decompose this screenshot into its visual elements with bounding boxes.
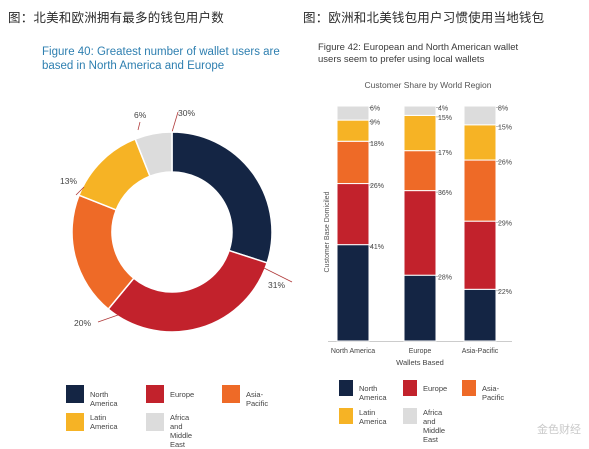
donut-chart: 30% 31% 20% 13% 6% — [60, 108, 293, 333]
donut-leader-line — [263, 267, 293, 283]
right-caption: 图：欧洲和北美钱包用户习惯使用当地钱包 — [303, 10, 545, 25]
legend-label-north-america: North America — [90, 390, 118, 408]
donut-leader-line — [171, 111, 179, 133]
legend-label-africa-and-middle-east: Africa and Middle East — [170, 413, 193, 449]
bar-category-label-europe: Europe — [409, 348, 432, 355]
donut-slice-label-north-america: 30% — [178, 108, 195, 118]
stacked-bar-chart: Customer Share by World Region Customer B… — [324, 80, 512, 367]
donut-slice-europe — [107, 249, 269, 333]
legend-swatch-north-america — [66, 385, 84, 403]
bar-value-label-north-america-north-america: 41% — [370, 244, 384, 251]
bar-value-label-europe-north-america: 28% — [438, 275, 452, 282]
donut-slice-north-america — [171, 131, 273, 264]
donut-leader-line — [97, 314, 119, 323]
watermark: 金色财经 — [537, 423, 581, 436]
bar-value-label-asia-pacific-north-america: 22% — [498, 289, 512, 296]
legend-swatch-africa-and-middle-east — [403, 408, 417, 424]
legend-label-asia-pacific: Asia-Pacific — [482, 384, 505, 402]
bar-segment-north-america-europe — [336, 183, 370, 246]
bar-value-label-north-america-asia-pacific: 18% — [370, 141, 384, 148]
donut-chart-title: Figure 40: Greatest number of wallet use… — [42, 46, 280, 72]
legend-swatch-asia-pacific — [462, 380, 476, 396]
bar-segment-europe-north-america — [403, 274, 437, 342]
bar-segment-asia-pacific-europe — [463, 220, 497, 290]
legend-swatch-north-america — [339, 380, 353, 396]
legend-swatch-latin-america — [66, 413, 84, 431]
bar-value-label-north-america-latin-america: 9% — [370, 120, 380, 127]
legend-label-africa-and-middle-east: Africa and Middle East — [423, 408, 446, 444]
bar-chart-x-axis-label: Wallets Based — [396, 358, 444, 367]
bar-value-label-europe-latin-america: 15% — [438, 115, 452, 122]
bar-segment-north-america-africa-and-middle-east — [336, 105, 370, 121]
bar-segment-europe-africa-and-middle-east — [403, 105, 437, 116]
legend-label-europe: Europe — [170, 390, 195, 399]
legend-swatch-africa-and-middle-east — [146, 413, 164, 431]
bar-segment-europe-asia-pacific — [403, 150, 437, 192]
donut-leader-line — [75, 186, 85, 196]
bar-value-label-asia-pacific-europe: 29% — [498, 221, 512, 228]
bar-segment-asia-pacific-africa-and-middle-east — [463, 105, 497, 126]
bar-value-label-asia-pacific-latin-america: 15% — [498, 124, 512, 131]
bar-value-label-north-america-africa-and-middle-east: 6% — [370, 106, 380, 113]
bar-segment-north-america-north-america — [336, 244, 370, 342]
legend-swatch-europe — [146, 385, 164, 403]
legend-label-asia-pacific: Asia-Pacific — [246, 390, 269, 408]
bar-value-label-asia-pacific-africa-and-middle-east: 8% — [498, 106, 508, 113]
bar-segment-europe-europe — [403, 190, 437, 276]
bar-category-label-asia-pacific: Asia-Pacific — [462, 348, 499, 355]
legend-swatch-europe — [403, 380, 417, 396]
legend-label-latin-america: Latin America — [90, 413, 118, 431]
donut-slice-label-africa-and-middle-east: 6% — [134, 110, 147, 120]
legend-label-latin-america: Latin America — [359, 408, 387, 426]
legend-swatch-asia-pacific — [222, 385, 240, 403]
bar-segment-europe-latin-america — [403, 114, 437, 152]
donut-slice-africa-and-middle-east — [134, 131, 173, 178]
bar-segment-north-america-latin-america — [336, 119, 370, 142]
bar-value-label-asia-pacific-asia-pacific: 26% — [498, 160, 512, 167]
donut-slice-label-latin-america: 13% — [60, 176, 77, 186]
legend-label-europe: Europe — [423, 384, 448, 393]
bar-segment-asia-pacific-north-america — [463, 288, 497, 342]
bar-value-label-europe-asia-pacific: 17% — [438, 150, 452, 157]
bar-value-label-north-america-europe: 26% — [370, 183, 384, 190]
bar-value-label-europe-africa-and-middle-east: 4% — [438, 106, 448, 113]
legend-swatch-latin-america — [339, 408, 353, 424]
donut-leader-line — [137, 121, 141, 131]
bar-chart-subtitle: Customer Share by World Region — [365, 80, 492, 90]
legend-label-north-america: North America — [359, 384, 387, 402]
bar-segment-north-america-asia-pacific — [336, 140, 370, 185]
bar-value-label-europe-europe: 36% — [438, 190, 452, 197]
donut-slice-label-asia-pacific: 20% — [74, 318, 91, 328]
donut-slice-label-europe: 31% — [268, 280, 285, 290]
bar-category-label-north-america: North America — [331, 348, 375, 355]
bar-segment-asia-pacific-latin-america — [463, 124, 497, 161]
left-caption: 图：北美和欧洲拥有最多的钱包用户数 — [8, 10, 224, 25]
bar-chart-title: Figure 42: European and North American w… — [318, 42, 519, 65]
bar-chart-y-axis-label: Customer Base Domiciled — [324, 191, 331, 272]
bar-segment-asia-pacific-asia-pacific — [463, 159, 497, 222]
